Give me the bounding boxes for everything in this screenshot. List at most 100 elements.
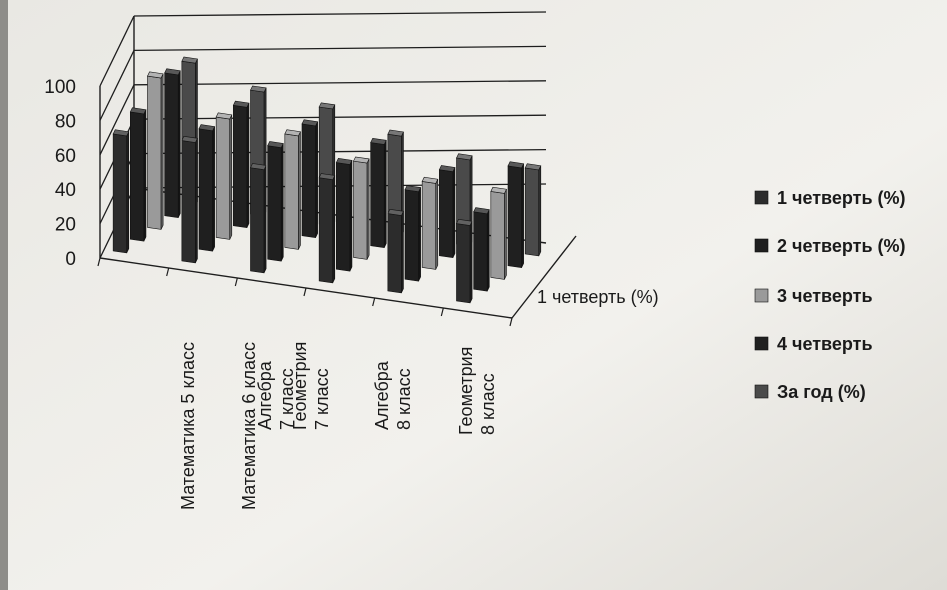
bar-side [212, 126, 215, 252]
bar-top [353, 156, 370, 164]
bar [473, 207, 490, 292]
bar-side [383, 140, 387, 248]
category-labels: Математика 5 класс Математика 6 классАлге… [178, 342, 498, 510]
bar-front [318, 177, 334, 284]
bar-top [164, 68, 181, 76]
bar-front [233, 104, 248, 229]
bar-side [486, 209, 490, 292]
bar-side [298, 131, 301, 250]
gridline [133, 114, 547, 120]
category-label-line: 8 класс [394, 368, 414, 430]
bar-top [250, 163, 267, 171]
bar-top [507, 161, 525, 169]
bar-top [301, 119, 319, 127]
side-gridline [99, 15, 135, 87]
y-tick-label: 40 [55, 180, 76, 201]
bar-top [250, 85, 267, 93]
bar [421, 176, 439, 270]
bar-front [336, 162, 351, 272]
bar-front [421, 181, 437, 270]
bar-side [418, 187, 421, 282]
bar [284, 129, 301, 250]
bar-front [284, 133, 299, 250]
legend-item: 1 четверть (%) [754, 188, 906, 208]
bar [198, 124, 216, 252]
bar-side [332, 175, 336, 284]
bar-side [469, 221, 473, 304]
bar-front [387, 213, 402, 294]
bar [438, 165, 456, 259]
bar-front [147, 75, 162, 230]
bar-top [490, 186, 507, 194]
bars [112, 56, 542, 304]
legend-label: 3 четверть [777, 286, 873, 306]
gridline [133, 45, 547, 52]
bar-front [524, 167, 540, 257]
category-label: Геометрия 8 класс [456, 347, 498, 435]
category-label: Алгебра 8 класс [372, 360, 414, 430]
bar-side [143, 109, 147, 242]
category-label-line: 7 класс [277, 368, 297, 430]
legend-swatch [754, 288, 769, 303]
bar [387, 208, 404, 294]
bar [215, 112, 233, 240]
bar-side [177, 70, 181, 218]
bar-top [181, 56, 198, 64]
y-tick-label: 0 [65, 249, 76, 270]
category-label-line: Геометрия [456, 347, 476, 435]
bar-side [435, 179, 439, 270]
bar-side [195, 138, 198, 264]
bar-side [246, 102, 250, 228]
bar-top [112, 129, 130, 137]
category-label: Алгебра 7 класс [255, 360, 297, 430]
side-gridline [99, 84, 135, 156]
bar-front [353, 160, 368, 260]
legend-swatch [754, 238, 769, 253]
bar-top [370, 137, 387, 145]
y-tick-label: 60 [55, 146, 76, 167]
bar-front [370, 142, 385, 249]
bar-side [160, 73, 164, 230]
bar [147, 71, 164, 230]
bar-front [456, 223, 471, 304]
category-label: Математика 5 класс [178, 342, 198, 510]
x-tick [234, 277, 238, 287]
category-label-line: 8 класс [478, 373, 498, 435]
x-tick [440, 307, 444, 317]
bar [524, 163, 542, 257]
gridline [133, 80, 547, 86]
legend-item: За год (%) [754, 382, 866, 402]
bar-side [263, 165, 267, 274]
bar-front [215, 116, 231, 240]
bar-top [318, 173, 336, 181]
bar-top [456, 218, 473, 226]
legend-item: 4 четверть [754, 334, 873, 354]
bar-top [335, 158, 353, 165]
bar-top [198, 124, 216, 132]
bar-side [229, 114, 233, 240]
legend-swatch [754, 336, 769, 351]
legend-item: 3 четверть [754, 286, 873, 306]
bar [129, 107, 147, 242]
bar-side [126, 131, 130, 254]
bar [353, 156, 370, 260]
legend-swatch [754, 190, 769, 205]
bar-side [504, 189, 507, 280]
bar-front [473, 211, 488, 292]
bar [404, 185, 422, 282]
category-label-line: Алгебра [255, 360, 275, 430]
category-label-line: 7 класс [312, 368, 332, 430]
category-label-line: Математика 6 класс [239, 342, 259, 510]
bar-top [181, 135, 198, 143]
bar [164, 68, 181, 219]
bar [490, 186, 507, 280]
bar-front [439, 169, 454, 259]
bar-top [129, 107, 147, 115]
bar-top [524, 163, 542, 171]
bar-front [267, 145, 282, 262]
bar-front [250, 167, 265, 274]
bar-top [456, 153, 473, 161]
category-label: Математика 6 класс [239, 342, 259, 510]
bar [112, 129, 130, 254]
